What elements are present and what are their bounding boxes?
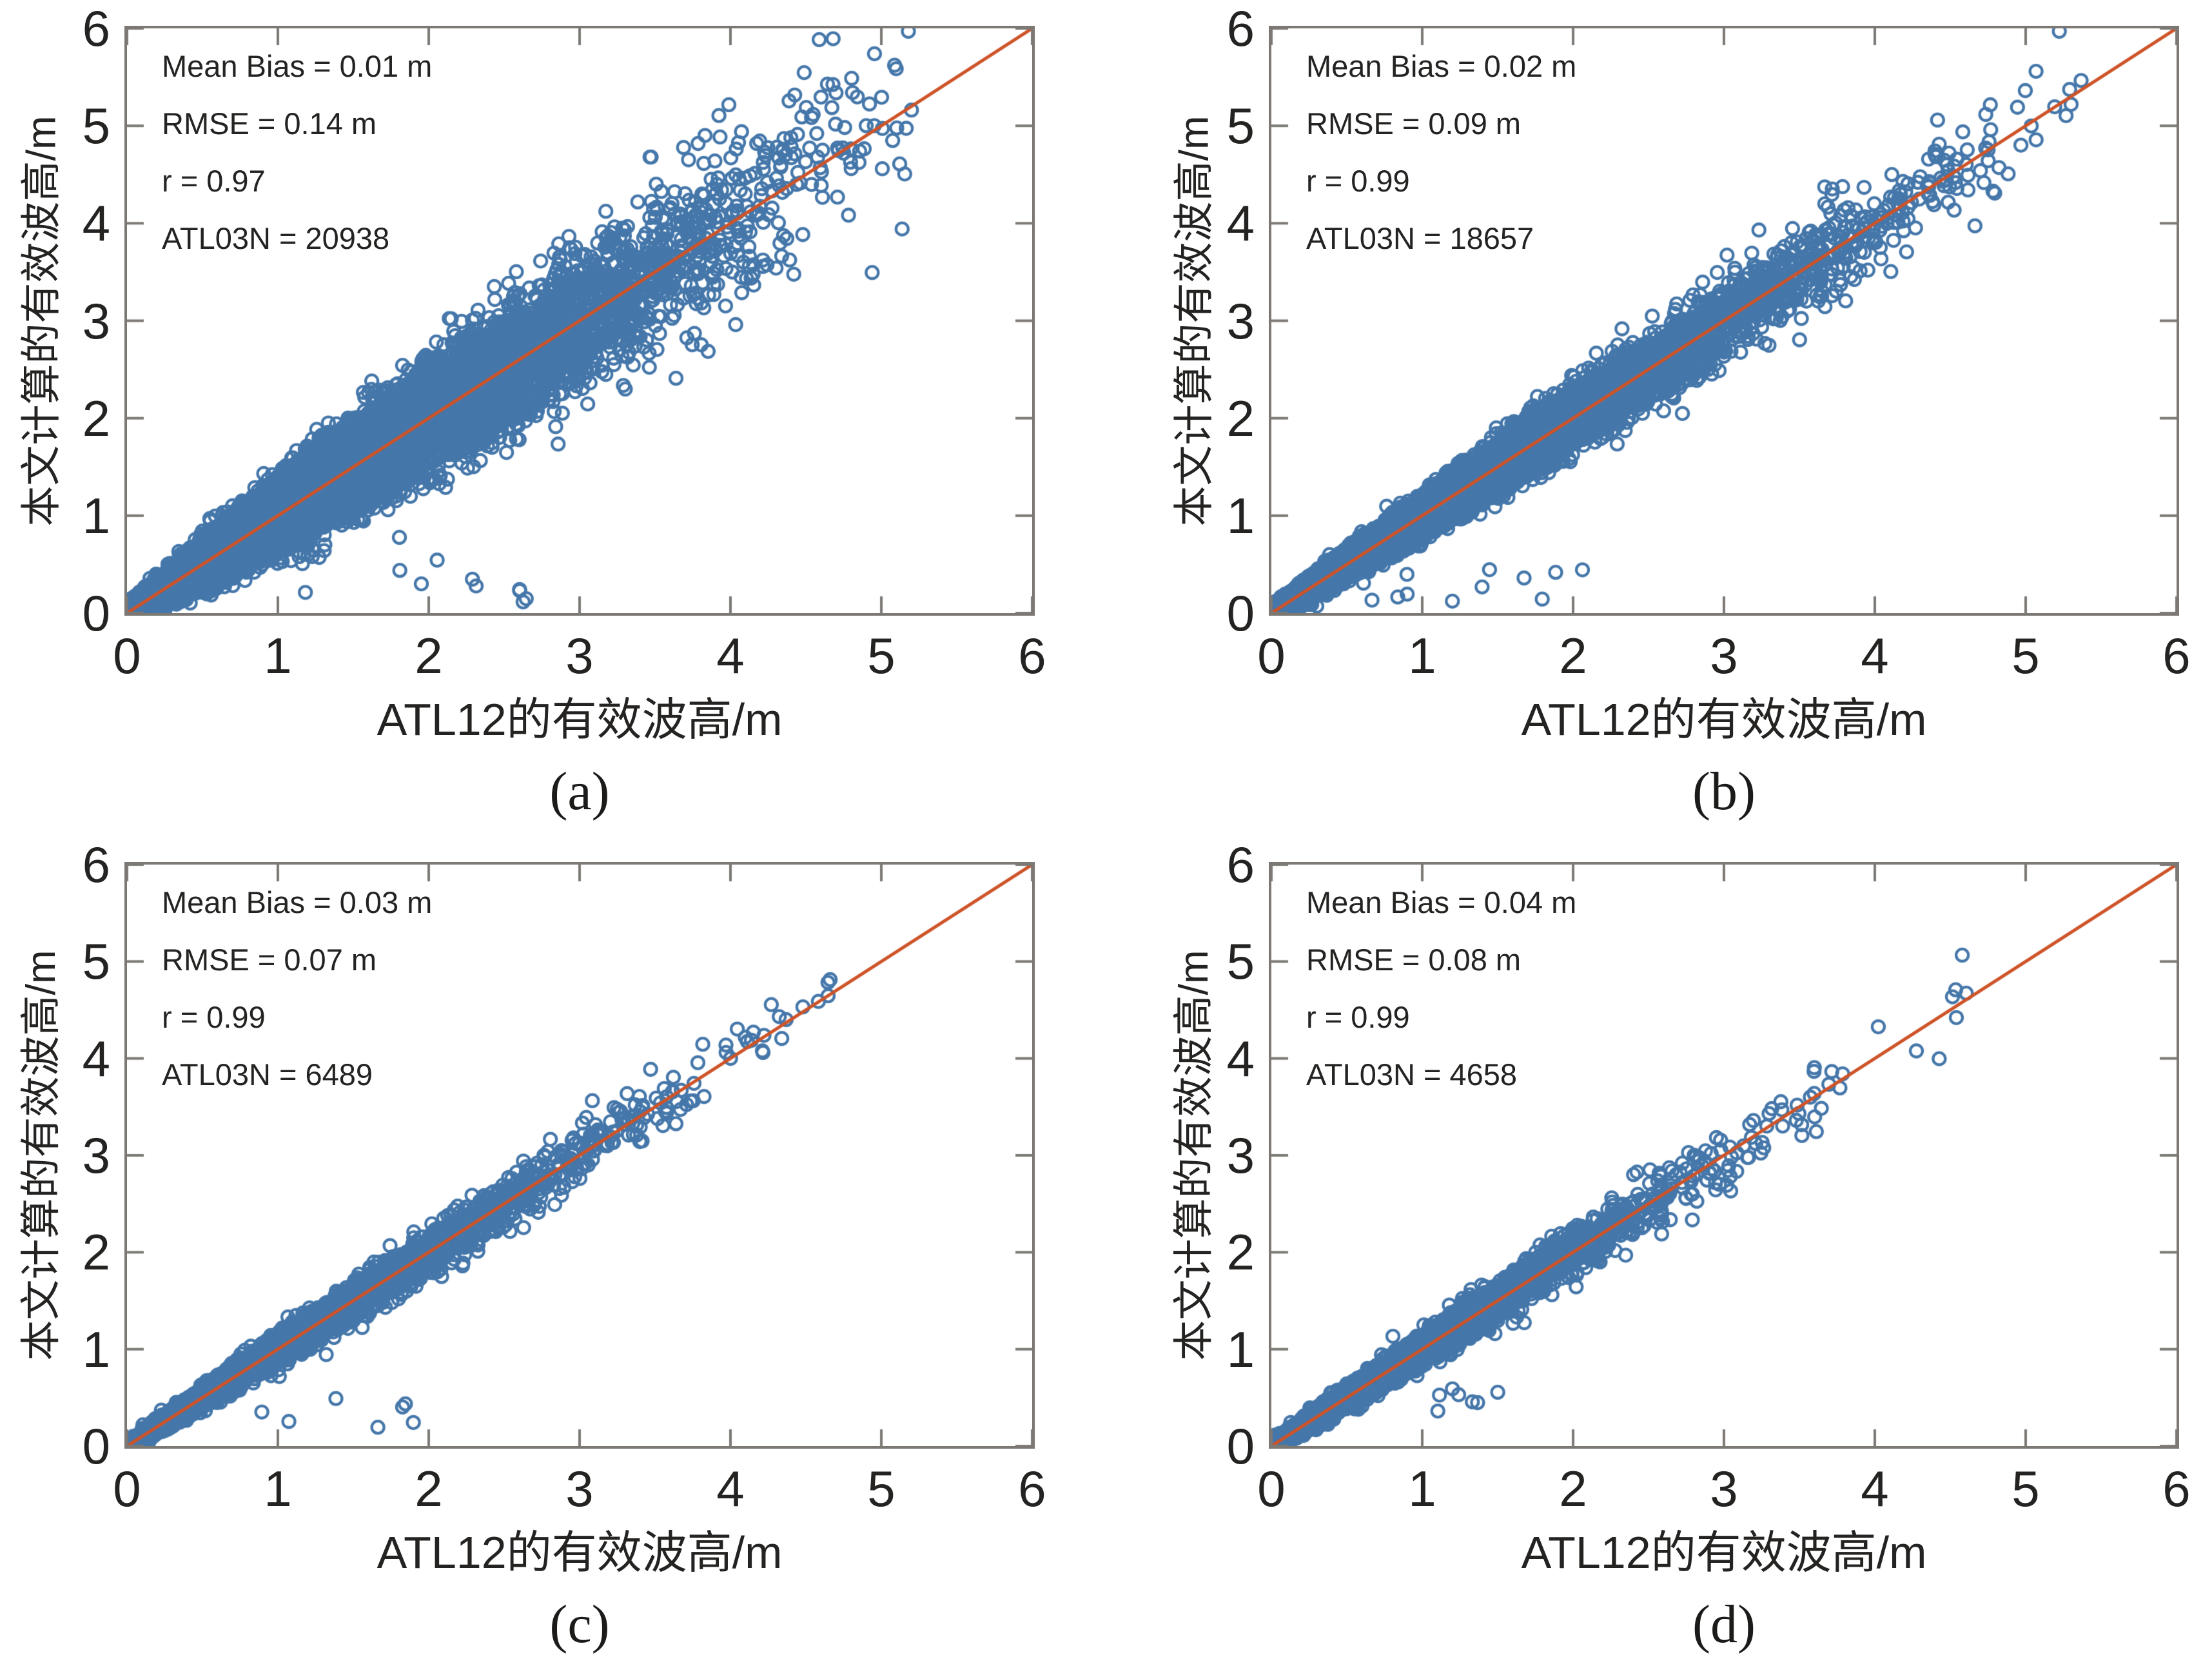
stat-line: RMSE = 0.14 m bbox=[162, 106, 377, 141]
x-tick-label: 4 bbox=[1861, 627, 1889, 684]
x-tick-label: 0 bbox=[1257, 1460, 1286, 1517]
stats-annotation-b: Mean Bias = 0.02 m RMSE = 0.09 m r = 0.99 A… bbox=[1306, 37, 1576, 267]
y-tick-label: 6 bbox=[82, 836, 110, 893]
y-tick-label: 4 bbox=[1226, 195, 1255, 252]
stats-annotation-c: Mean Bias = 0.03 m RMSE = 0.07 m r = 0.99 A… bbox=[162, 874, 432, 1103]
y-tick-label: 4 bbox=[82, 195, 110, 252]
x-tick-label: 6 bbox=[1018, 1460, 1046, 1517]
y-tick-label: 3 bbox=[82, 1127, 110, 1184]
stat-line: ATL03N = 6489 bbox=[162, 1057, 373, 1092]
x-tick-label: 1 bbox=[264, 1460, 292, 1517]
stats-annotation-d: Mean Bias = 0.04 m RMSE = 0.08 m r = 0.99 A… bbox=[1306, 874, 1576, 1103]
x-tick-label: 5 bbox=[2011, 1460, 2040, 1517]
y-tick-label: 1 bbox=[1226, 1320, 1255, 1378]
stats-annotation-a: Mean Bias = 0.01 m RMSE = 0.14 m r = 0.97 A… bbox=[162, 37, 432, 267]
x-tick-label: 4 bbox=[1861, 1460, 1889, 1517]
x-tick-label: 2 bbox=[1559, 627, 1587, 684]
y-tick-label: 2 bbox=[1226, 389, 1255, 447]
x-tick-label: 1 bbox=[264, 627, 292, 684]
y-tick-label: 2 bbox=[1226, 1224, 1255, 1281]
x-tick-label: 0 bbox=[1257, 627, 1286, 684]
x-tick-label: 4 bbox=[716, 1460, 745, 1517]
scatter-plot-canvas-a bbox=[127, 28, 1032, 613]
x-axis-label-a: ATL12的有效波高/m bbox=[377, 694, 783, 745]
panel-b: Mean Bias = 0.02 m RMSE = 0.09 m r = 0.99 A… bbox=[1171, 3, 2191, 821]
panel-letter-d: (d) bbox=[1692, 1594, 1756, 1654]
y-tick-label: 0 bbox=[82, 585, 110, 642]
x-axis-label-b: ATL12的有效波高/m bbox=[1521, 694, 1927, 745]
stat-line: RMSE = 0.09 m bbox=[1306, 106, 1522, 141]
y-tick-label: 2 bbox=[82, 1224, 110, 1281]
panel-letter-a: (a) bbox=[549, 761, 610, 821]
y-tick-label: 5 bbox=[82, 933, 110, 990]
stat-line: ATL03N = 20938 bbox=[162, 221, 390, 255]
x-tick-label: 5 bbox=[867, 1460, 896, 1517]
x-tick-label: 2 bbox=[415, 1460, 443, 1517]
y-tick-label: 3 bbox=[82, 292, 110, 349]
stat-line: r = 0.99 bbox=[1306, 1000, 1410, 1034]
panel-d: Mean Bias = 0.04 m RMSE = 0.08 m r = 0.99 A… bbox=[1171, 839, 2191, 1654]
x-axis-label-c: ATL12的有效波高/m bbox=[377, 1527, 783, 1578]
x-tick-label: 3 bbox=[1710, 627, 1738, 684]
y-tick-label: 1 bbox=[82, 1320, 110, 1378]
y-tick-label: 3 bbox=[1226, 1127, 1255, 1184]
panel-letter-b: (b) bbox=[1692, 761, 1756, 821]
x-tick-label: 3 bbox=[565, 1460, 594, 1517]
x-tick-label: 0 bbox=[113, 627, 141, 684]
panel-c: Mean Bias = 0.03 m RMSE = 0.07 m r = 0.99 A… bbox=[19, 839, 1046, 1654]
stat-line: Mean Bias = 0.03 m bbox=[162, 885, 433, 919]
y-tick-label: 1 bbox=[82, 487, 110, 544]
x-tick-label: 6 bbox=[2162, 627, 2191, 684]
stat-line: ATL03N = 18657 bbox=[1306, 221, 1534, 255]
y-tick-label: 2 bbox=[82, 389, 110, 447]
stat-line: r = 0.97 bbox=[162, 164, 266, 198]
x-tick-label: 2 bbox=[1559, 1460, 1587, 1517]
stat-line: Mean Bias = 0.04 m bbox=[1306, 885, 1577, 919]
stat-line: Mean Bias = 0.02 m bbox=[1306, 49, 1577, 83]
x-tick-label: 1 bbox=[1408, 1460, 1436, 1517]
panel-a: Mean Bias = 0.01 m RMSE = 0.14 m r = 0.97 A… bbox=[19, 3, 1046, 821]
x-tick-label: 0 bbox=[113, 1460, 141, 1517]
stat-line: RMSE = 0.08 m bbox=[1306, 943, 1522, 977]
y-tick-label: 0 bbox=[1226, 1418, 1255, 1474]
x-tick-label: 4 bbox=[716, 627, 745, 684]
y-tick-label: 4 bbox=[82, 1030, 110, 1087]
y-tick-label: 1 bbox=[1226, 487, 1255, 544]
x-tick-label: 1 bbox=[1408, 627, 1436, 684]
y-tick-label: 4 bbox=[1226, 1030, 1255, 1087]
y-tick-label: 5 bbox=[82, 97, 110, 155]
x-tick-label: 6 bbox=[2162, 1460, 2191, 1517]
stat-line: RMSE = 0.07 m bbox=[162, 943, 377, 977]
x-tick-label: 5 bbox=[2011, 627, 2040, 684]
stat-line: r = 0.99 bbox=[162, 1000, 266, 1034]
y-tick-label: 0 bbox=[1226, 585, 1255, 642]
stat-line: Mean Bias = 0.01 m bbox=[162, 49, 433, 83]
y-tick-label: 6 bbox=[1226, 0, 1255, 57]
x-tick-label: 3 bbox=[1710, 1460, 1738, 1517]
scatter-plot-canvas-c bbox=[127, 865, 1032, 1446]
scatter-plot-canvas-d bbox=[1271, 865, 2177, 1446]
x-tick-label: 2 bbox=[415, 627, 443, 684]
panel-letter-c: (c) bbox=[549, 1594, 610, 1654]
scatter-plot-canvas-b bbox=[1271, 28, 2177, 613]
y-tick-label: 3 bbox=[1226, 292, 1255, 349]
x-tick-label: 5 bbox=[867, 627, 896, 684]
x-tick-label: 3 bbox=[565, 627, 594, 684]
y-tick-label: 6 bbox=[1226, 836, 1255, 893]
x-axis-label-d: ATL12的有效波高/m bbox=[1521, 1527, 1927, 1578]
y-tick-label: 0 bbox=[82, 1418, 110, 1474]
y-tick-label: 5 bbox=[1226, 933, 1255, 990]
y-tick-label: 5 bbox=[1226, 97, 1255, 155]
y-tick-label: 6 bbox=[82, 0, 110, 57]
stat-line: ATL03N = 4658 bbox=[1306, 1057, 1518, 1092]
stat-line: r = 0.99 bbox=[1306, 164, 1410, 198]
x-tick-label: 6 bbox=[1018, 627, 1046, 684]
